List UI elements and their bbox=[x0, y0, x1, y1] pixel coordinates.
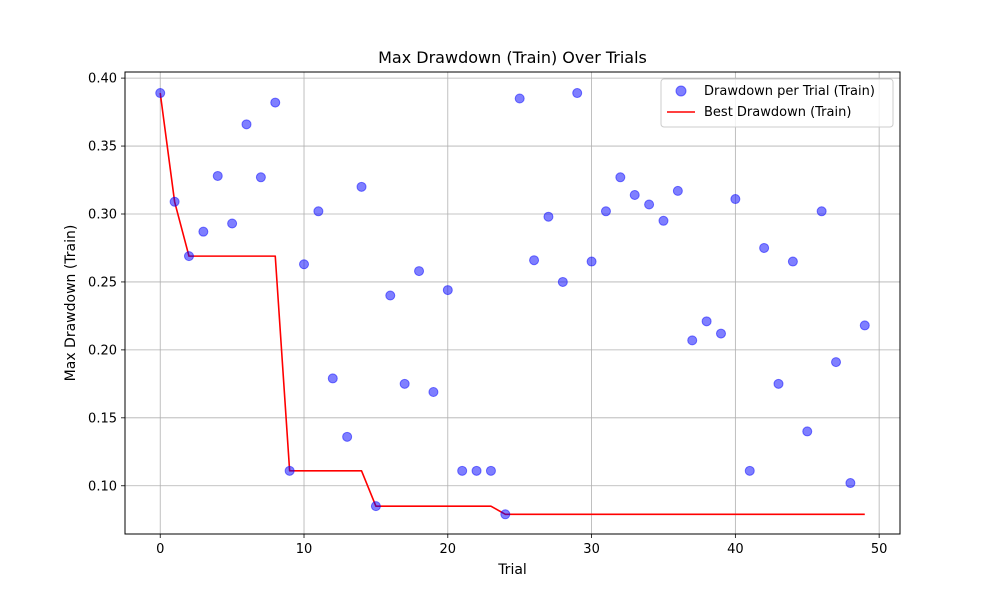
data-point bbox=[787, 256, 798, 267]
y-axis-label: Max Drawdown (Train) bbox=[63, 225, 79, 382]
x-tick-label: 40 bbox=[727, 542, 744, 557]
data-point bbox=[428, 387, 439, 398]
y-tick-label: 0.35 bbox=[88, 140, 117, 155]
axis-ticks: 0 10 20 30 40 50 0.10 0.15 0.20 0.25 0.30 0.35 0.40 bbox=[88, 72, 887, 557]
data-point bbox=[299, 259, 310, 270]
data-point bbox=[615, 172, 626, 183]
data-point bbox=[399, 378, 410, 389]
legend-label-line: Best Drawdown (Train) bbox=[704, 105, 851, 120]
data-point bbox=[572, 88, 583, 99]
data-point bbox=[629, 189, 640, 200]
data-point bbox=[658, 215, 669, 226]
data-point bbox=[859, 320, 870, 331]
data-point bbox=[385, 290, 396, 301]
data-point bbox=[672, 185, 683, 196]
data-point bbox=[198, 226, 209, 237]
data-point bbox=[227, 218, 238, 229]
data-point bbox=[529, 255, 540, 266]
y-tick-label: 0.30 bbox=[88, 207, 117, 222]
legend-marker-scatter bbox=[675, 85, 687, 97]
y-tick-label: 0.20 bbox=[88, 343, 117, 358]
data-point bbox=[442, 285, 453, 296]
data-point bbox=[183, 251, 194, 262]
data-point bbox=[644, 199, 655, 210]
data-point bbox=[327, 373, 338, 384]
drawdown-points-layer bbox=[155, 88, 870, 520]
data-point bbox=[169, 196, 180, 207]
x-tick-label: 10 bbox=[296, 542, 313, 557]
x-tick-label: 50 bbox=[871, 542, 888, 557]
data-point bbox=[557, 276, 568, 287]
data-point bbox=[370, 501, 381, 512]
legend: Drawdown per Trial (Train) Best Drawdown… bbox=[660, 78, 894, 128]
data-point bbox=[816, 206, 827, 217]
data-point bbox=[284, 465, 295, 476]
grid bbox=[125, 72, 900, 534]
data-point bbox=[457, 465, 468, 476]
data-point bbox=[212, 170, 223, 181]
data-point bbox=[543, 211, 554, 222]
data-point bbox=[514, 93, 525, 104]
data-point bbox=[471, 465, 482, 476]
legend-label-scatter: Drawdown per Trial (Train) bbox=[704, 84, 875, 99]
data-point bbox=[414, 266, 425, 277]
data-point bbox=[730, 194, 741, 205]
best-drawdown-line bbox=[159, 92, 865, 516]
data-point bbox=[586, 256, 597, 267]
data-point bbox=[241, 119, 252, 130]
data-point bbox=[773, 378, 784, 389]
data-point bbox=[255, 172, 266, 183]
x-tick-label: 0 bbox=[156, 542, 164, 557]
y-tick-label: 0.40 bbox=[88, 72, 117, 87]
x-tick-label: 20 bbox=[440, 542, 457, 557]
data-point bbox=[313, 206, 324, 217]
data-point bbox=[485, 465, 496, 476]
data-point bbox=[600, 206, 611, 217]
x-axis-label: Trial bbox=[497, 562, 527, 578]
best-drawdown-layer bbox=[159, 92, 865, 516]
plot-area-frame bbox=[124, 71, 901, 535]
chart-title: Max Drawdown (Train) Over Trials bbox=[378, 48, 647, 67]
data-point bbox=[715, 328, 726, 339]
data-point bbox=[342, 431, 353, 442]
data-point bbox=[270, 97, 281, 108]
data-point bbox=[155, 88, 166, 99]
data-point bbox=[701, 316, 712, 327]
x-tick-label: 30 bbox=[583, 542, 600, 557]
data-point bbox=[831, 357, 842, 368]
data-point bbox=[845, 478, 856, 489]
y-tick-label: 0.25 bbox=[88, 275, 117, 290]
y-tick-label: 0.10 bbox=[88, 479, 117, 494]
data-point bbox=[500, 509, 511, 520]
data-point bbox=[687, 335, 698, 346]
y-tick-label: 0.15 bbox=[88, 411, 117, 426]
data-point bbox=[802, 426, 813, 437]
data-point bbox=[744, 465, 755, 476]
data-point bbox=[759, 242, 770, 253]
data-point bbox=[356, 181, 367, 192]
legend-box bbox=[660, 78, 894, 128]
